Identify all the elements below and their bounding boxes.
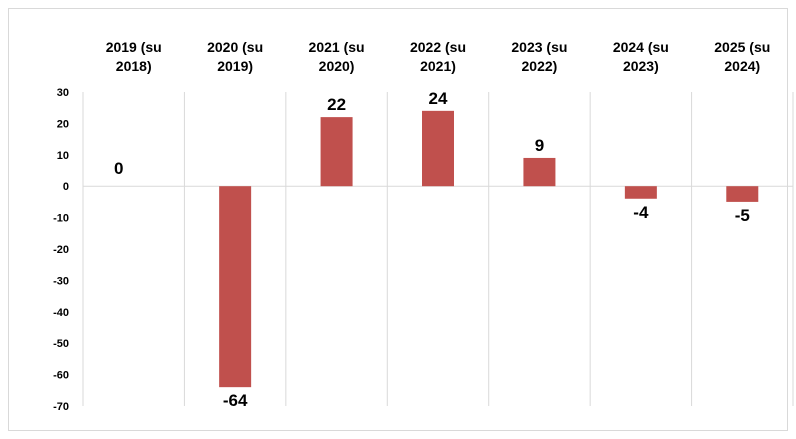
bar (422, 110, 454, 187)
category-label: 2025 (su (714, 39, 770, 55)
category-label: 2020 (su (207, 39, 263, 55)
category-label: 2021) (420, 58, 456, 74)
category-label: 2021 (su (309, 39, 365, 55)
y-tick-label: -30 (53, 275, 69, 287)
category-label: 2022 (su (410, 39, 466, 55)
data-label: -5 (735, 206, 750, 225)
data-label: -4 (633, 203, 649, 222)
y-tick-label: -40 (53, 307, 69, 319)
y-tick-label: 10 (57, 150, 69, 162)
category-label: 2023 (su (511, 39, 567, 55)
category-label: 2023) (623, 58, 659, 74)
category-label: 2019 (su (106, 39, 162, 55)
bar (624, 186, 657, 199)
bar (726, 186, 759, 202)
y-tick-label: -60 (53, 370, 69, 382)
chart-frame (8, 8, 788, 431)
data-label: -64 (223, 391, 248, 410)
category-label: 2019) (217, 58, 253, 74)
data-label: 22 (327, 95, 346, 114)
y-tick-label: -20 (53, 244, 69, 256)
data-label: 0 (114, 159, 123, 178)
category-label: 2020) (319, 58, 355, 74)
data-label: 9 (535, 136, 544, 155)
category-label: 2018) (116, 58, 152, 74)
y-tick-label: -10 (53, 213, 69, 225)
y-tick-label: 30 (57, 87, 69, 99)
category-label: 2024 (su (613, 39, 669, 55)
bar (219, 186, 252, 388)
data-label: 24 (429, 89, 448, 108)
y-tick-label: 20 (57, 118, 69, 130)
y-tick-label: 0 (63, 181, 69, 193)
category-label: 2022) (522, 58, 558, 74)
y-tick-label: -70 (53, 401, 69, 413)
y-tick-label: -50 (53, 338, 69, 350)
bar (523, 157, 556, 187)
bar (320, 117, 353, 187)
category-label: 2024) (724, 58, 760, 74)
